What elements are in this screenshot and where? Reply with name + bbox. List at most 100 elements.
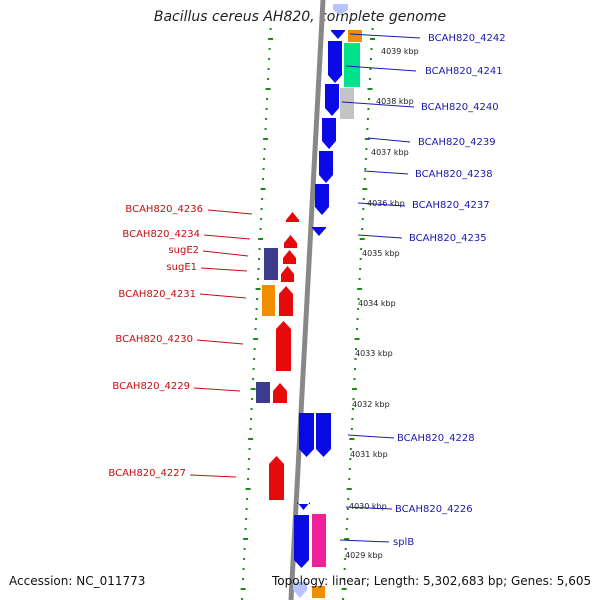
leader-line bbox=[196, 339, 244, 345]
kbp-scale-label: 4036 kbp bbox=[367, 199, 405, 208]
tick-dot-left bbox=[267, 68, 270, 70]
label-leaders bbox=[189, 33, 421, 543]
tick-dot-left bbox=[252, 378, 255, 380]
gene-arrow-faded bbox=[293, 582, 307, 598]
reverse-gene-label: sugE2 bbox=[168, 245, 199, 256]
leader-line bbox=[199, 293, 247, 299]
tick-dot-left bbox=[242, 568, 245, 570]
leader-line bbox=[357, 202, 406, 207]
tick-dot-left bbox=[263, 158, 266, 160]
tick-dot-right bbox=[357, 308, 360, 310]
tick-dot-left bbox=[251, 398, 254, 400]
forward-gene-label: BCAH820_4238 bbox=[415, 169, 493, 180]
tick-dot-left bbox=[243, 558, 246, 560]
tick-dot-right bbox=[364, 138, 370, 140]
tick-dot-right bbox=[349, 458, 352, 460]
leader-line bbox=[207, 209, 253, 215]
forward-gene-label: BCAH820_4240 bbox=[421, 102, 499, 113]
feature-orange bbox=[312, 586, 325, 598]
tick-dot-left bbox=[268, 58, 271, 60]
tick-dot-left bbox=[243, 538, 249, 540]
forward-gene-label: BCAH820_4237 bbox=[412, 200, 490, 211]
tick-dot-right bbox=[364, 158, 367, 160]
tick-dot-right bbox=[370, 48, 373, 50]
tick-dot-right bbox=[353, 378, 356, 380]
forward-gene-label: BCAH820_4242 bbox=[428, 33, 506, 44]
tick-dot-right bbox=[362, 188, 368, 190]
tick-dot-right bbox=[343, 578, 346, 580]
gene-arrow-forward bbox=[322, 118, 336, 149]
tick-dot-left bbox=[255, 318, 258, 320]
tick-dot-left bbox=[269, 28, 272, 30]
tick-dot-right bbox=[362, 198, 365, 200]
tick-dot-left bbox=[243, 548, 246, 550]
tick-dot-left bbox=[256, 298, 259, 300]
tick-dot-right bbox=[368, 78, 371, 80]
gene-arrow-faded bbox=[333, 4, 348, 15]
tick-dot-right bbox=[341, 588, 347, 590]
tick-dot-left bbox=[245, 508, 248, 510]
tick-dot-right bbox=[356, 328, 359, 330]
tick-dots bbox=[240, 28, 376, 600]
forward-gene-label: BCAH820_4228 bbox=[397, 433, 475, 444]
tick-dot-right bbox=[352, 398, 355, 400]
reverse-gene-label: BCAH820_4229 bbox=[112, 381, 190, 392]
tick-dot-left bbox=[253, 358, 256, 360]
leader-line bbox=[341, 101, 415, 108]
feature-purple bbox=[264, 248, 278, 280]
kbp-scale: 4039 kbp 4038 kbp 4037 kbp 4036 kbp 4035 kbp… bbox=[345, 47, 419, 560]
leader-line bbox=[200, 267, 248, 272]
kbp-scale-label: 4035 kbp bbox=[362, 249, 400, 258]
tick-dot-left bbox=[261, 198, 264, 200]
tick-dot-right bbox=[355, 348, 358, 350]
tick-dot-right bbox=[346, 488, 352, 490]
gene-labels: BCAH820_4242 BCAH820_4241 BCAH820_4240 BCAH… bbox=[108, 33, 505, 548]
leader-line bbox=[345, 506, 393, 510]
tick-dot-right bbox=[344, 538, 350, 540]
tick-dot-left bbox=[259, 228, 262, 230]
tick-dot-left bbox=[246, 498, 249, 500]
tick-dot-right bbox=[345, 528, 348, 530]
tick-dot-left bbox=[245, 488, 251, 490]
tick-dot-right bbox=[354, 338, 360, 340]
tick-dot-right bbox=[361, 218, 364, 220]
tick-dot-right bbox=[359, 268, 362, 270]
tick-dot-right bbox=[357, 298, 360, 300]
tick-dot-right bbox=[356, 318, 359, 320]
gene-arrow-reverse bbox=[279, 286, 293, 316]
tick-dot-right bbox=[358, 278, 361, 280]
tick-dot-right bbox=[365, 148, 368, 150]
kbp-scale-label: 4032 kbp bbox=[352, 400, 390, 409]
gene-arrow-forward bbox=[319, 151, 333, 183]
gene-arrow-forward bbox=[299, 413, 314, 457]
tick-dot-right bbox=[351, 418, 354, 420]
kbp-scale-label: 4037 kbp bbox=[371, 148, 409, 157]
leader-line bbox=[193, 387, 241, 392]
leader-line bbox=[339, 539, 390, 543]
topology-summary: Topology: linear; Length: 5,302,683 bp; … bbox=[272, 574, 592, 588]
tick-dot-right bbox=[360, 248, 363, 250]
gene-features bbox=[256, 4, 362, 598]
tick-dot-left bbox=[258, 258, 261, 260]
kbp-scale-label: 4031 kbp bbox=[350, 450, 388, 459]
gene-arrow-forward bbox=[315, 184, 329, 215]
map-title: Bacillus cereus AH820, complete genome bbox=[153, 9, 447, 25]
tick-dot-right bbox=[367, 98, 370, 100]
tick-dot-right bbox=[366, 118, 369, 120]
tick-dot-left bbox=[263, 148, 266, 150]
tick-dot-right bbox=[351, 408, 354, 410]
tick-dot-left bbox=[260, 208, 263, 210]
gene-arrow-reverse bbox=[281, 266, 294, 282]
reverse-gene-label: BCAH820_4230 bbox=[115, 334, 193, 345]
tick-dot-left bbox=[247, 468, 250, 470]
tick-dot-right bbox=[361, 228, 364, 230]
tick-dot-left bbox=[258, 248, 261, 250]
tick-dot-left bbox=[265, 108, 268, 110]
kbp-scale-label: 4038 kbp bbox=[376, 97, 414, 106]
feature-purple bbox=[256, 382, 270, 403]
tick-dot-left bbox=[249, 428, 252, 430]
feature-gray bbox=[340, 88, 354, 119]
tick-dot-right bbox=[344, 558, 347, 560]
